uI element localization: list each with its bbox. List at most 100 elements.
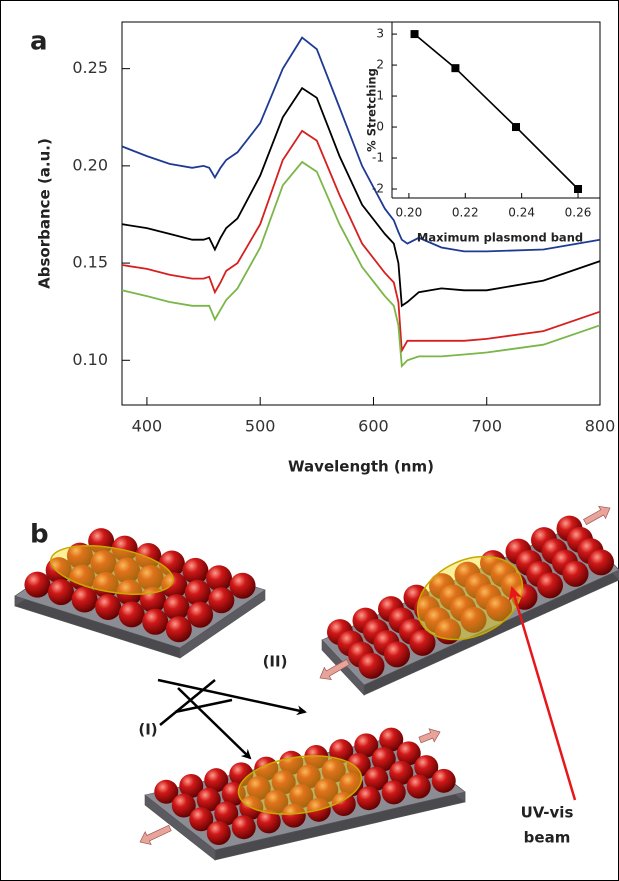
- y-tick-label: 0.10: [72, 350, 108, 369]
- cross-line: [159, 679, 216, 726]
- y-tick-label: 1: [376, 89, 384, 103]
- nanoparticle: [264, 789, 289, 814]
- nanoparticle: [304, 744, 329, 769]
- nanoparticle: [90, 550, 117, 577]
- nanoparticle: [204, 768, 229, 793]
- panel-label: b: [30, 520, 49, 550]
- data-point: [512, 123, 521, 132]
- nanoparticle: [229, 572, 256, 599]
- nanoparticle: [246, 776, 271, 801]
- nanoparticle: [281, 803, 306, 828]
- data-point: [410, 30, 419, 39]
- x-tick-label: 400: [132, 417, 163, 436]
- nanoparticle: [71, 586, 98, 613]
- beam-label: beam: [524, 829, 571, 847]
- data-line: [121, 129, 601, 354]
- nanoparticle: [66, 542, 93, 569]
- data-point: [451, 64, 460, 73]
- nanoparticle: [414, 755, 439, 780]
- y-axis-label: % Stretching: [365, 68, 379, 152]
- nanoparticle: [187, 601, 214, 628]
- y-tick-label: -2: [372, 182, 384, 196]
- data-line: [121, 160, 601, 369]
- step-label: (I): [138, 721, 157, 739]
- nanoparticle: [184, 579, 211, 606]
- stretch-arrow: [583, 505, 611, 526]
- nanoparticle: [271, 770, 296, 795]
- beam-spot: [237, 755, 363, 815]
- nanoparticle: [371, 747, 396, 772]
- step-label: (II): [263, 653, 288, 671]
- y-tick-label: 0.20: [72, 155, 108, 174]
- data-line: [121, 36, 601, 253]
- nanoparticle: [537, 572, 563, 599]
- nanoparticle: [171, 793, 196, 818]
- nanoparticle: [289, 784, 314, 809]
- nanoparticle: [358, 652, 385, 679]
- nanoparticle: [179, 773, 204, 798]
- nanoparticle: [196, 787, 221, 812]
- nanoparticle: [486, 595, 512, 622]
- beam-spot: [416, 555, 524, 641]
- nanoparticle: [379, 727, 404, 752]
- x-tick-label: 500: [245, 417, 276, 436]
- nanoparticle: [389, 760, 414, 785]
- nanoparticle: [321, 758, 346, 783]
- nanoparticle: [111, 535, 138, 562]
- nanoparticle: [154, 779, 179, 804]
- x-tick-label: 0.20: [396, 206, 423, 220]
- nanoparticle: [356, 786, 381, 811]
- stretch-arrow: [319, 658, 350, 681]
- nanoparticle: [384, 641, 410, 668]
- nanoparticle: [314, 778, 339, 803]
- process-arrow: [157, 678, 307, 716]
- nanoparticle: [339, 772, 364, 797]
- beam-label: UV-vis: [521, 804, 574, 822]
- nanoparticle: [406, 774, 431, 799]
- nanoparticle: [206, 565, 233, 592]
- beam-arrow: [508, 586, 577, 801]
- nanoparticle: [158, 550, 185, 577]
- y-axis-label: Absorbance (a.u.): [36, 138, 54, 289]
- nanoparticle: [231, 815, 256, 840]
- data-line: [413, 33, 579, 190]
- nanoparticle: [396, 741, 421, 766]
- nanoparticle: [161, 572, 188, 599]
- nanoparticle: [208, 587, 235, 614]
- x-tick-label: 0.24: [508, 206, 535, 220]
- nanoparticle: [182, 557, 209, 584]
- y-tick-label: 0.15: [72, 253, 108, 272]
- nanoparticle: [47, 579, 74, 606]
- nanoparticle: [116, 579, 143, 606]
- nanoparticle: [69, 564, 96, 591]
- x-tick-label: 0.26: [565, 206, 592, 220]
- nanoparticle: [588, 549, 614, 576]
- nanoparticle: [114, 557, 141, 584]
- cross-line: [174, 698, 233, 714]
- nanoparticle: [431, 768, 456, 793]
- x-axis-label: Maximum plasmond band: [417, 231, 583, 245]
- data-line: [121, 86, 601, 308]
- y-tick-label: 0: [376, 120, 384, 134]
- stretch-arrow: [139, 824, 172, 846]
- nanoparticle: [95, 593, 122, 620]
- nanoparticle: [331, 792, 356, 817]
- nanoparticle: [562, 560, 589, 587]
- nanoparticle: [409, 629, 436, 656]
- x-tick-label: 600: [358, 417, 389, 436]
- nanoparticle: [381, 780, 406, 805]
- y-tick-label: -1: [372, 151, 384, 165]
- nanoparticle: [221, 781, 246, 806]
- plot-frame: [121, 21, 601, 406]
- beam-spot: [50, 545, 174, 595]
- nanoparticle: [142, 608, 169, 635]
- nanoparticle: [256, 809, 281, 834]
- nanoparticle: [460, 606, 487, 633]
- x-tick-label: 700: [471, 417, 502, 436]
- nanoparticle: [24, 571, 51, 598]
- y-tick-label: 0.25: [72, 58, 108, 77]
- x-tick-label: 0.22: [452, 206, 479, 220]
- nanoparticle: [189, 807, 214, 832]
- nanoparticle: [135, 543, 162, 570]
